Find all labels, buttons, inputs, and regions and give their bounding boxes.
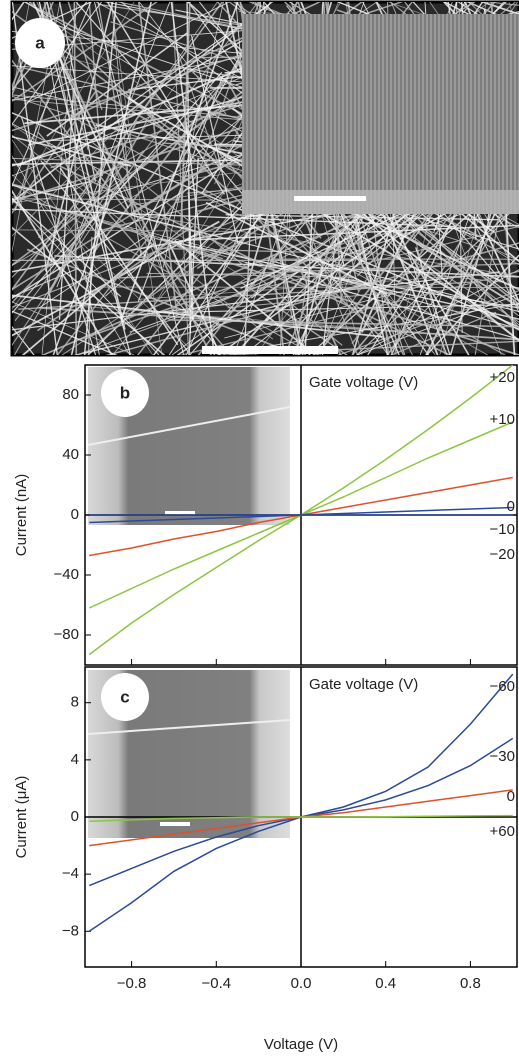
series-label: −30 — [490, 748, 515, 765]
panel-label: b — [120, 383, 130, 402]
series-label: +20 — [490, 369, 515, 386]
x-tick-label: −0.4 — [201, 975, 231, 992]
annotation: Gate voltage (V) — [309, 374, 418, 391]
series-label: +60 — [490, 823, 515, 840]
series-label: 0 — [507, 498, 515, 515]
series-label: +10 — [490, 411, 515, 428]
series-label: −60 — [490, 678, 515, 695]
x-axis-label: Voltage (V) — [264, 1036, 338, 1053]
y-tick-label: 80 — [62, 386, 79, 403]
panel-label: a — [35, 33, 45, 52]
annotation: Gate voltage (V) — [309, 676, 418, 693]
y-tick-label: −4 — [62, 865, 79, 882]
x-tick-label: 0.4 — [375, 975, 396, 992]
y-tick-label: −40 — [54, 566, 79, 583]
y-tick-label: 0 — [71, 506, 79, 523]
y-tick-label: −80 — [54, 626, 79, 643]
scale-bar — [202, 346, 338, 354]
inset-b — [88, 367, 290, 525]
series-label: −10 — [490, 521, 515, 538]
inset-image — [242, 14, 519, 214]
scale-bar — [294, 196, 366, 201]
series-label: 0 — [507, 788, 515, 805]
y-axis-label: Current (nA) — [13, 474, 30, 557]
x-tick-label: 0.0 — [291, 975, 312, 992]
y-tick-label: 4 — [71, 751, 79, 768]
x-tick-label: −0.8 — [117, 975, 147, 992]
inset-c — [88, 670, 290, 838]
series-label: −20 — [490, 546, 515, 563]
figure: a −80−4004080+20+100−10−20Gate voltage (… — [0, 0, 519, 1058]
panel-label: c — [120, 687, 129, 706]
y-tick-label: 40 — [62, 446, 79, 463]
y-tick-label: 8 — [71, 694, 79, 711]
y-tick-label: −8 — [62, 922, 79, 939]
y-axis-label: Current (μA) — [13, 776, 30, 859]
y-tick-label: 0 — [71, 808, 79, 825]
x-tick-label: 0.8 — [460, 975, 481, 992]
